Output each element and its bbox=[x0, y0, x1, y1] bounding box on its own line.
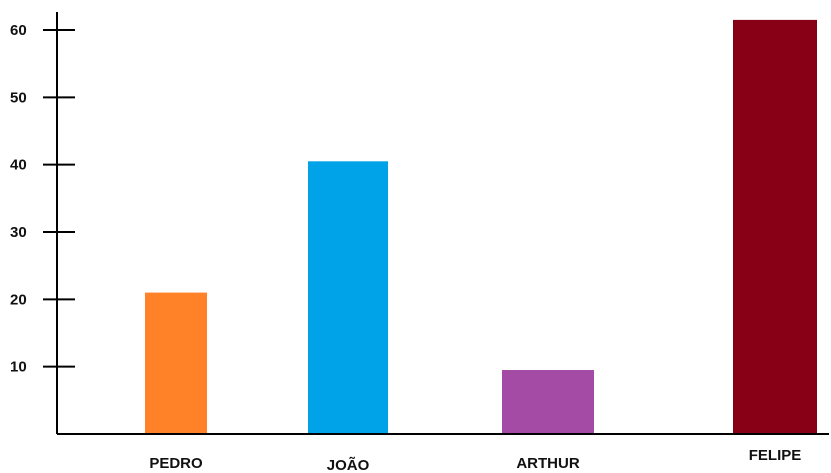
category-labels: PEDRO JOÃO ARTHUR FELIPE bbox=[149, 447, 801, 473]
y-tick-label: 10 bbox=[10, 359, 27, 376]
bar-arthur bbox=[502, 370, 594, 434]
bars bbox=[145, 19, 817, 435]
y-tick-label: 30 bbox=[10, 224, 27, 241]
y-tick-label: 60 bbox=[10, 22, 27, 39]
axes bbox=[56, 12, 829, 435]
category-label-pedro: PEDRO bbox=[149, 455, 203, 472]
category-label-joão: JOÃO bbox=[327, 456, 370, 473]
bar-pedro bbox=[145, 292, 207, 434]
y-tick-label: 20 bbox=[10, 291, 27, 308]
category-label-arthur: ARTHUR bbox=[516, 455, 579, 472]
y-ticks: 10 20 30 40 50 60 bbox=[10, 22, 75, 376]
y-tick-label: 50 bbox=[10, 89, 27, 106]
bar-joão bbox=[308, 161, 388, 435]
y-tick-label: 40 bbox=[10, 157, 27, 174]
bar-felipe bbox=[733, 19, 817, 435]
category-label-felipe: FELIPE bbox=[749, 447, 802, 464]
